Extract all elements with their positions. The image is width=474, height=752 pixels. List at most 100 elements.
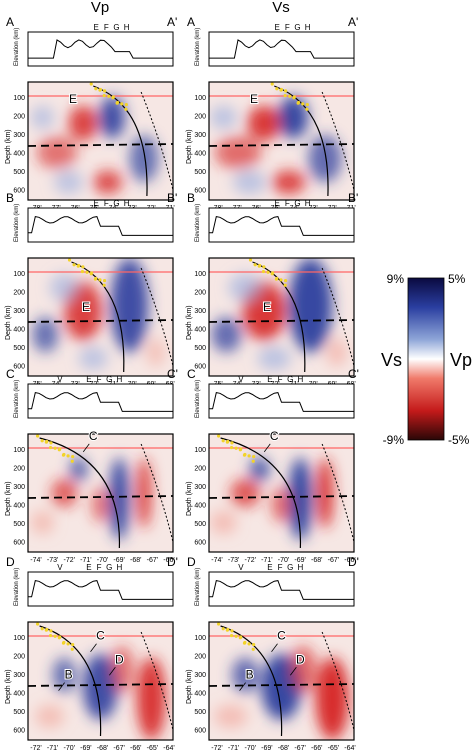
- elevation-axis-label: Elevation (km): [195, 28, 201, 66]
- tomography-frame: [208, 257, 355, 377]
- earthquake-dot: [221, 439, 225, 443]
- elevation-profile: [28, 216, 173, 236]
- earthquake-dot: [67, 258, 72, 262]
- longitude-tick-label: -69': [261, 745, 272, 752]
- depth-axis-label: Depth (km): [186, 129, 193, 164]
- earthquake-dot: [229, 633, 234, 638]
- earthquake-dot: [66, 642, 70, 646]
- anomaly-blob: [249, 457, 270, 482]
- anomaly-blob: [54, 170, 84, 195]
- marker-h: H: [305, 199, 311, 208]
- earthquake-dot: [80, 269, 85, 274]
- earthquake-dot: [70, 459, 74, 463]
- depth-tick-label: 400: [194, 151, 206, 158]
- anomaly-blobs: [32, 258, 165, 371]
- earthquake-dot: [305, 102, 309, 107]
- depth-tick-label: 100: [13, 95, 25, 102]
- earthquake-dot: [81, 265, 85, 269]
- earthquake-dot: [71, 642, 75, 647]
- longitude-tick-label: -70': [245, 745, 256, 752]
- anomaly-blob: [271, 487, 292, 523]
- velocity-anomaly-field: [209, 82, 354, 200]
- depth-tick-label: 300: [194, 484, 206, 491]
- depth-tick-label: 300: [194, 308, 206, 315]
- depth-tick-label: 100: [194, 635, 206, 642]
- profile-end-label: A': [167, 15, 177, 29]
- earthquake-dot: [61, 453, 66, 457]
- longitude-tick-label: -67': [147, 557, 158, 564]
- longitude-tick-label: -70': [278, 557, 289, 564]
- marker-f: F: [97, 375, 102, 384]
- marker-h: H: [305, 23, 311, 32]
- earthquake-dot: [225, 628, 229, 632]
- resolution-boundary: [321, 631, 355, 731]
- earthquake-dot: [66, 454, 70, 458]
- profile-end-label: C': [348, 367, 359, 381]
- earthquake-dot: [89, 82, 93, 86]
- elevation-profile: [209, 39, 354, 59]
- elevation-axis-label: Elevation (km): [195, 568, 201, 606]
- transition-zone-line: [208, 319, 355, 323]
- feature-label-c: C: [270, 429, 279, 443]
- earthquake-dot: [85, 270, 89, 274]
- depth-tick-label: 600: [194, 540, 206, 547]
- marker-e: E: [93, 23, 98, 32]
- profile-start-label: B: [187, 191, 195, 205]
- longitude-tick-label: -64': [344, 745, 355, 752]
- colorbar: 9% 5% -9% -5% Vs Vp: [381, 272, 472, 447]
- marker-g: G: [294, 23, 300, 32]
- earthquake-dot: [270, 82, 274, 86]
- feature-label-d: D: [296, 652, 305, 666]
- anomaly-blob: [99, 96, 126, 139]
- anomaly-blob: [35, 704, 65, 729]
- transition-zone-line: [208, 683, 355, 687]
- profile-start-label: C: [187, 367, 196, 381]
- marker-h: H: [297, 375, 303, 384]
- earthquake-dot: [230, 629, 234, 633]
- anomaly-blob: [146, 338, 165, 367]
- depth-tick-label: 100: [194, 271, 206, 278]
- earthquake-dot: [44, 440, 48, 444]
- panel-c-vp: C C' V E F G H Elevation (km) 100 200 300 400 500 600…: [5, 367, 178, 564]
- feature-label-c: C: [277, 629, 286, 643]
- earthquake-dot: [257, 264, 261, 268]
- earthquake-dot: [36, 622, 40, 626]
- earthquake-dot: [40, 439, 44, 443]
- anomaly-blob: [136, 457, 152, 529]
- panel-d-vp: D D' V E F G H Elevation (km) 100 200 300 400 500 600…: [5, 555, 178, 752]
- earthquake-dot: [217, 434, 221, 438]
- depth-tick-label: 500: [194, 345, 206, 352]
- feature-label-c: C: [89, 429, 98, 443]
- elevation-profile: [28, 39, 173, 59]
- feature-label-b: B: [246, 668, 254, 682]
- longitude-tick-label: -71': [47, 745, 58, 752]
- marker-f: F: [104, 23, 109, 32]
- earthquake-dot: [229, 445, 234, 450]
- tomography-frame: [27, 621, 174, 741]
- profile-end-label: C': [167, 367, 178, 381]
- anomaly-blob: [129, 135, 159, 183]
- longitude-tick-label: -65': [328, 745, 339, 752]
- profile-end-label: D': [348, 555, 359, 569]
- depth-tick-label: 500: [13, 521, 25, 528]
- elevation-profile: [209, 392, 354, 412]
- elevation-profile: [209, 216, 354, 236]
- longitude-tick-label: -68': [130, 557, 141, 564]
- marker-f: F: [278, 375, 283, 384]
- earthquake-dot: [57, 636, 61, 640]
- longitude-tick-label: -69': [113, 557, 124, 564]
- depth-tick-label: 200: [194, 114, 206, 121]
- depth-tick-label: 200: [194, 466, 206, 473]
- earthquake-dot: [288, 94, 292, 98]
- anomaly-blob: [36, 136, 78, 170]
- earthquake-dot: [305, 107, 309, 111]
- earthquake-dot: [57, 448, 61, 452]
- depth-tick-label: 600: [194, 188, 206, 195]
- earthquake-dot: [102, 93, 106, 98]
- anomaly-blob: [308, 135, 342, 183]
- earthquake-dot: [36, 434, 40, 438]
